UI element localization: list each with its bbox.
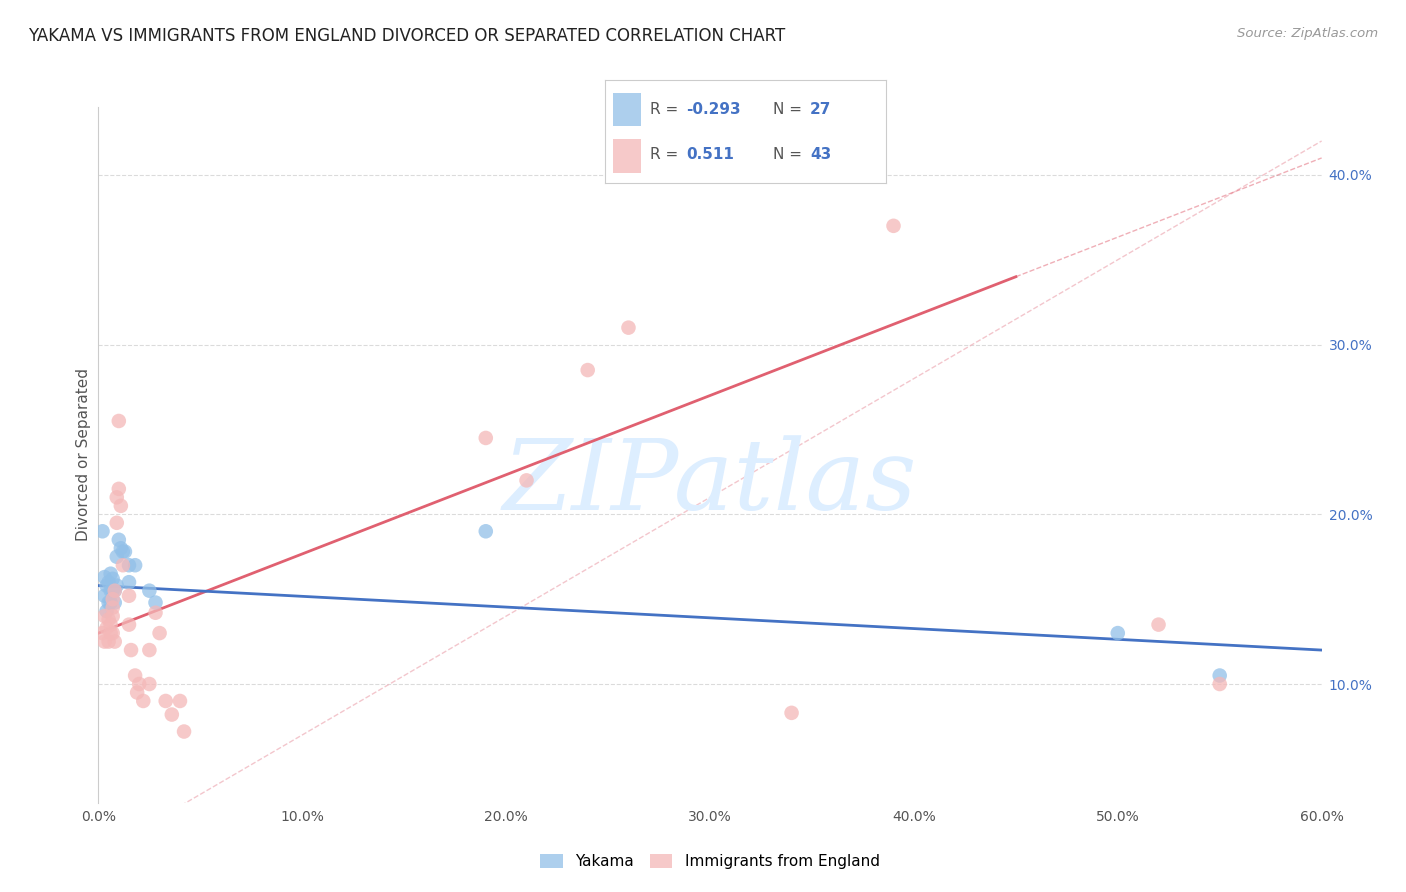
- Point: [105, 516, 128, 530]
- Point: [124, 558, 146, 573]
- Point: [101, 626, 124, 640]
- Text: -0.293: -0.293: [686, 102, 741, 117]
- Text: R =: R =: [650, 102, 683, 117]
- Point: [100, 626, 122, 640]
- Point: [149, 626, 172, 640]
- Point: [124, 668, 146, 682]
- Text: 43: 43: [810, 147, 831, 162]
- Point: [101, 572, 124, 586]
- Point: [1209, 668, 1232, 682]
- Point: [114, 544, 136, 558]
- Point: [474, 431, 498, 445]
- Point: [104, 583, 127, 598]
- Point: [104, 634, 127, 648]
- Point: [118, 558, 141, 573]
- Point: [101, 609, 124, 624]
- Point: [100, 617, 122, 632]
- Point: [105, 549, 128, 564]
- Point: [105, 491, 128, 505]
- Point: [516, 474, 538, 488]
- Legend: Yakama, Immigrants from England: Yakama, Immigrants from England: [534, 848, 886, 875]
- Point: [93, 570, 115, 584]
- Point: [100, 583, 122, 598]
- Point: [110, 541, 132, 556]
- Point: [97, 613, 120, 627]
- Point: [617, 320, 640, 334]
- Point: [96, 621, 118, 635]
- Point: [128, 677, 150, 691]
- Point: [100, 596, 122, 610]
- Point: [127, 685, 149, 699]
- Point: [97, 634, 120, 648]
- Point: [93, 609, 115, 624]
- Point: [118, 617, 141, 632]
- Point: [105, 578, 128, 592]
- Point: [108, 414, 131, 428]
- Text: N =: N =: [773, 102, 807, 117]
- Point: [145, 606, 167, 620]
- Point: [138, 677, 160, 691]
- Point: [93, 634, 115, 648]
- Text: YAKAMA VS IMMIGRANTS FROM ENGLAND DIVORCED OR SEPARATED CORRELATION CHART: YAKAMA VS IMMIGRANTS FROM ENGLAND DIVORC…: [28, 27, 786, 45]
- Point: [118, 589, 141, 603]
- Point: [101, 600, 124, 615]
- Point: [145, 596, 167, 610]
- Point: [1107, 626, 1129, 640]
- Point: [111, 544, 134, 558]
- Point: [474, 524, 498, 539]
- Point: [160, 707, 183, 722]
- Text: ZIPatlas: ZIPatlas: [503, 435, 917, 531]
- Point: [576, 363, 599, 377]
- Point: [104, 596, 127, 610]
- Point: [97, 575, 120, 590]
- Text: 27: 27: [810, 102, 831, 117]
- Point: [120, 643, 142, 657]
- Point: [111, 558, 134, 573]
- Point: [1209, 677, 1232, 691]
- Text: 0.511: 0.511: [686, 147, 734, 162]
- Point: [108, 482, 131, 496]
- Point: [138, 583, 160, 598]
- Point: [883, 219, 905, 233]
- Point: [173, 724, 195, 739]
- Y-axis label: Divorced or Separated: Divorced or Separated: [76, 368, 91, 541]
- Point: [155, 694, 177, 708]
- Bar: [613, 93, 641, 127]
- Point: [104, 583, 127, 598]
- Point: [118, 575, 141, 590]
- Text: N =: N =: [773, 147, 807, 162]
- Point: [97, 596, 120, 610]
- Point: [91, 524, 114, 539]
- Point: [96, 604, 118, 618]
- Point: [1147, 617, 1170, 632]
- Point: [101, 592, 124, 607]
- Point: [101, 583, 124, 598]
- Point: [110, 499, 132, 513]
- Point: [91, 626, 114, 640]
- Point: [169, 694, 191, 708]
- Bar: [613, 139, 641, 173]
- Point: [780, 706, 803, 720]
- Text: Source: ZipAtlas.com: Source: ZipAtlas.com: [1237, 27, 1378, 40]
- Point: [108, 533, 131, 547]
- Text: R =: R =: [650, 147, 688, 162]
- Point: [93, 589, 115, 603]
- Point: [138, 643, 160, 657]
- Point: [132, 694, 155, 708]
- Point: [100, 566, 122, 581]
- Point: [96, 578, 118, 592]
